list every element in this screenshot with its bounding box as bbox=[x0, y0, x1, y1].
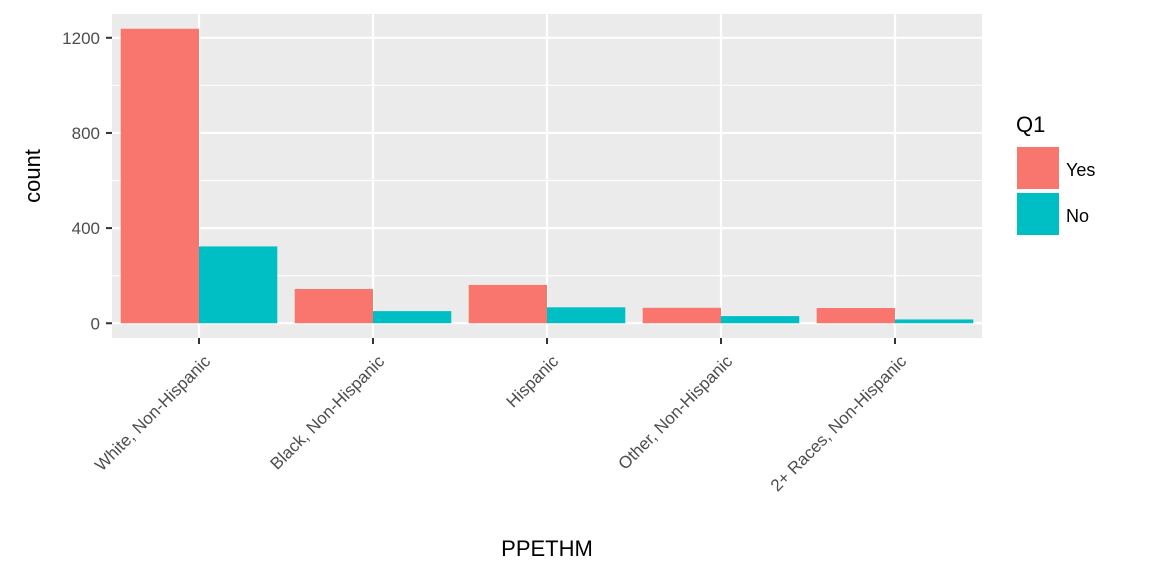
bar-no-3 bbox=[721, 316, 800, 324]
legend-title: Q1 bbox=[1016, 112, 1045, 137]
y-tick-label: 0 bbox=[91, 314, 100, 333]
y-tick-label: 1200 bbox=[62, 29, 100, 48]
y-tick-label: 400 bbox=[72, 219, 100, 238]
x-tick-label: Hispanic bbox=[503, 351, 563, 411]
x-tick-label: 2+ Races, Non-Hispanic bbox=[767, 351, 911, 495]
x-tick-label: White, Non-Hispanic bbox=[91, 351, 214, 474]
legend-key-yes bbox=[1017, 147, 1059, 189]
x-tick-label: Other, Non-Hispanic bbox=[615, 351, 737, 473]
legend: Q1 Yes No bbox=[1016, 112, 1095, 235]
y-tick-label: 800 bbox=[72, 124, 100, 143]
bar-no-4 bbox=[895, 319, 974, 324]
bar-yes-3 bbox=[642, 307, 721, 324]
bar-yes-2 bbox=[468, 284, 547, 324]
legend-label-no: No bbox=[1066, 206, 1089, 226]
legend-label-yes: Yes bbox=[1066, 160, 1095, 180]
x-tick-label: Black, Non-Hispanic bbox=[267, 351, 389, 473]
bar-no-2 bbox=[547, 307, 626, 324]
bars bbox=[120, 28, 974, 324]
x-axis-title: PPETHM bbox=[501, 536, 593, 561]
y-axis-title: count bbox=[20, 149, 45, 203]
bar-no-1 bbox=[373, 311, 452, 324]
bar-yes-4 bbox=[816, 308, 895, 324]
bar-yes-1 bbox=[294, 288, 373, 324]
bar-yes-0 bbox=[120, 28, 199, 324]
bar-no-0 bbox=[199, 246, 278, 324]
legend-key-no bbox=[1017, 193, 1059, 235]
